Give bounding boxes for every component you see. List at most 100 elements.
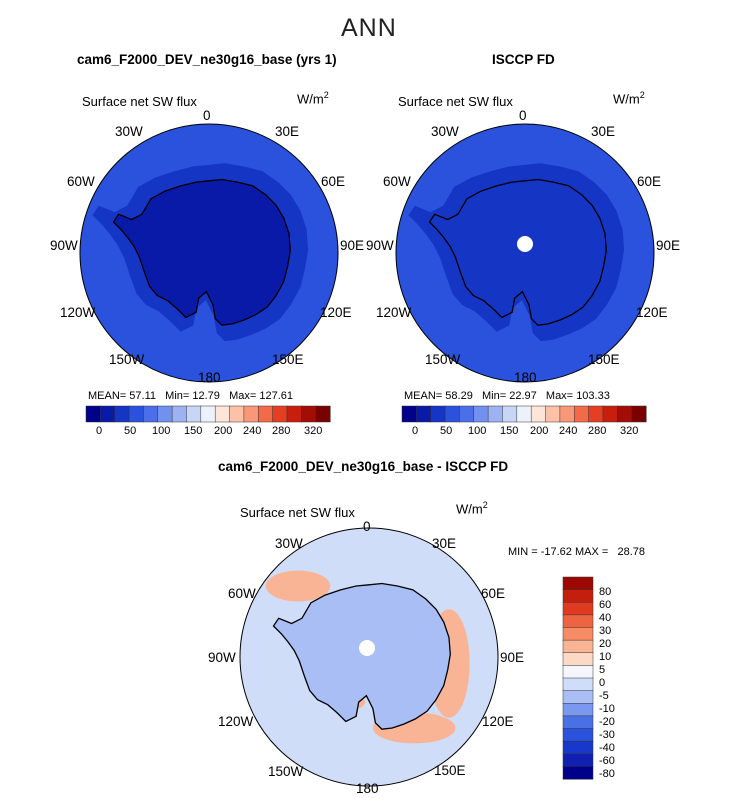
colorbar-swatch-1-3 — [128, 405, 144, 423]
colorbar3-swatch-4 — [562, 627, 594, 641]
panel2-lon-120e: 120E — [636, 305, 668, 320]
panel1-cb-label-3: 150 — [184, 425, 203, 437]
panel3-lon-60e: 60E — [481, 586, 506, 601]
panel3-cb-label-20: 20 — [599, 638, 612, 650]
panel1-cb-label-4: 200 — [214, 425, 233, 437]
colorbar3-swatch-10 — [562, 703, 594, 717]
panel3-cb-label-0: 0 — [599, 677, 606, 689]
panel2-cb-label-3: 150 — [500, 425, 519, 437]
colorbar-swatch-2-2 — [430, 405, 446, 423]
colorbar-swatch-1-5 — [157, 405, 173, 423]
panel1-lon-150e: 150E — [272, 352, 304, 367]
colorbar3-swatch-2 — [562, 602, 594, 616]
season-title: ANN — [341, 14, 397, 42]
panel3-lon-90w: 90W — [208, 650, 236, 665]
colorbar-swatch-2-9 — [530, 405, 547, 423]
panel3-cb-label-10: 10 — [599, 651, 612, 663]
east-antarctica-field — [540, 224, 593, 303]
colorbar-swatch-2-0 — [401, 405, 417, 423]
panel1-lon-90e: 90E — [340, 238, 365, 253]
panel1-lon-150w: 150W — [109, 352, 145, 367]
panel3-cb-label-m10: -10 — [599, 703, 615, 715]
panel3-cb-label-m30: -30 — [599, 729, 615, 741]
panel3-lon-30e: 30E — [432, 536, 457, 551]
colorbar-swatch-1-6 — [171, 405, 188, 423]
colorbar-swatch-2-13 — [588, 405, 604, 423]
panel3-lon-150e: 150E — [434, 763, 466, 778]
colorbar-swatch-2-12 — [573, 405, 590, 423]
panel2-lon-90w: 90W — [366, 238, 394, 253]
panel1-lon-90w: 90W — [50, 238, 78, 253]
panel2-lon-60w: 60W — [383, 174, 411, 189]
panel2-lon-30e: 30E — [591, 124, 616, 139]
map-border — [395, 123, 655, 383]
panel3-variable: Surface net SW flux — [240, 505, 355, 520]
panel1-cb-label-7: 320 — [304, 425, 323, 437]
panel3-cb-label-m40: -40 — [599, 742, 615, 754]
map-panel-2 — [396, 124, 654, 382]
map-layer — [79, 123, 655, 787]
colorbar-swatch-2-1 — [416, 405, 432, 423]
colorbar3-swatch-11 — [562, 715, 594, 730]
panel1-cb-label-2: 100 — [152, 425, 171, 437]
panel3-stats: MIN = -17.62 MAX = 28.78 — [508, 546, 646, 558]
panel2-cb-label-5: 240 — [559, 425, 578, 437]
east-antarctica-field — [224, 224, 277, 303]
panel2-lon-120w: 120W — [376, 305, 412, 320]
panel2-variable: Surface net SW flux — [398, 94, 513, 109]
colorbar3-swatch-1 — [562, 589, 594, 603]
colorbar-swatch-1-15 — [301, 405, 317, 423]
panel3-lon-150w: 150W — [268, 764, 304, 779]
panel1-lon-30w: 30W — [115, 124, 143, 139]
panel1-lon-120e: 120E — [320, 305, 352, 320]
panel2-cb-label-1: 50 — [440, 425, 453, 437]
panel3-lon-60w: 60W — [228, 586, 256, 601]
colorbar-swatch-1-14 — [286, 405, 302, 423]
colorbar3-swatch-7 — [562, 665, 594, 679]
panel1-lon-30e: 30E — [275, 124, 300, 139]
panel3-lon-120e: 120E — [482, 714, 514, 729]
colorbar3-swatch-0 — [562, 576, 594, 591]
panel2-stats: MEAN= 58.29 Min= 22.97 Max= 103.33 — [404, 390, 610, 402]
panel1-stats: MEAN= 57.11 Min= 12.79 Max= 127.61 — [88, 390, 294, 402]
map-panel-1 — [80, 124, 338, 382]
colorbar-swatch-1-12 — [257, 405, 274, 423]
colorbar-swatch-2-7 — [502, 405, 518, 423]
panel1-variable: Surface net SW flux — [82, 94, 197, 109]
panel3-cb-label-80: 80 — [599, 586, 612, 598]
colorbar-layer — [85, 405, 647, 780]
panel3-lon-0: 0 — [363, 519, 371, 534]
interior-field — [460, 208, 566, 297]
antarctica-coastline — [112, 178, 291, 326]
colorbar-swatch-1-11 — [243, 405, 259, 423]
colorbar3-swatch-12 — [562, 728, 594, 742]
panel2-lon-90e: 90E — [656, 238, 681, 253]
antarctica-coastline — [428, 178, 607, 326]
panel1-lon-60w: 60W — [67, 174, 95, 189]
colorbar-swatch-2-10 — [545, 405, 561, 423]
panel3-lon-90e: 90E — [500, 650, 525, 665]
panel2-lon-150e: 150E — [588, 352, 620, 367]
panel1-cb-label-0: 0 — [96, 425, 103, 437]
panel2-cb-label-0: 0 — [412, 425, 419, 437]
panel3-units: W/m2 — [456, 500, 488, 517]
colorbar-swatch-1-10 — [229, 405, 245, 423]
panel3-lon-120w: 120W — [218, 714, 254, 729]
panel3-cb-label-m60: -60 — [599, 755, 615, 767]
colorbar-swatch-1-4 — [143, 405, 159, 423]
panel1-lon-0: 0 — [203, 108, 211, 123]
panel3-cb-label-m5: -5 — [599, 690, 609, 702]
panel3-title: cam6_F2000_DEV_ne30g16_base - ISCCP FD — [218, 459, 509, 474]
colorbar-swatch-2-11 — [559, 405, 575, 423]
antarctica-field — [273, 583, 451, 730]
panel3-lon-30w: 30W — [275, 536, 303, 551]
colorbar-swatch-2-5 — [473, 405, 489, 423]
map-border — [79, 123, 339, 383]
colorbar-swatch-2-4 — [459, 405, 475, 423]
panel2-units: W/m2 — [613, 90, 645, 107]
pole-hole — [517, 236, 533, 252]
map-border — [239, 527, 499, 787]
colorbar-swatch-2-14 — [602, 405, 618, 423]
colorbar-swatch-1-0 — [85, 405, 101, 423]
